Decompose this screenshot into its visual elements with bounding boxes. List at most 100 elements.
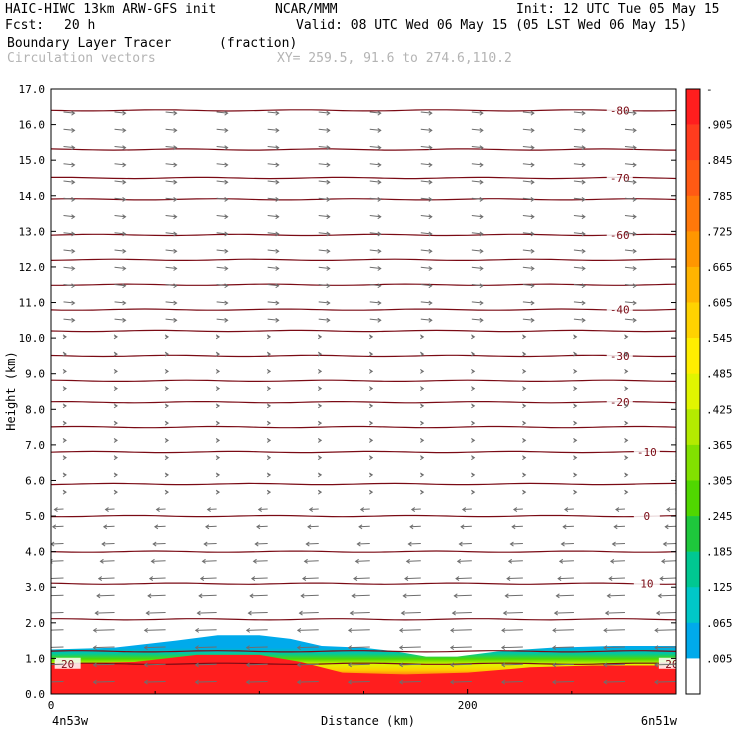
colorbar-swatch: [686, 551, 700, 588]
wind-vector-head: [164, 334, 169, 340]
wind-vector-head: [215, 334, 221, 340]
wind-vector-head: [449, 662, 455, 668]
wind-vector: [246, 629, 268, 631]
wind-vector: [420, 145, 432, 149]
wind-vector-head: [471, 386, 476, 392]
plot-frame: [50, 88, 677, 695]
init-time: Init: 12 UTC Tue 05 May 15: [516, 2, 720, 17]
wind-vector-head: [102, 524, 108, 530]
wind-vector-head: [196, 610, 201, 616]
wind-vector: [165, 215, 177, 218]
wind-vector-head: [377, 300, 382, 306]
wind-vector-head: [471, 455, 476, 461]
wind-vector: [216, 197, 228, 200]
wind-vector-head: [632, 145, 637, 151]
wind-vector-head: [530, 283, 535, 289]
wind-vector-head: [317, 472, 323, 478]
wind-vector: [573, 180, 585, 183]
wind-vector-head: [458, 541, 463, 547]
wind-vector: [369, 301, 381, 304]
wind-vector-head: [368, 489, 374, 495]
wind-vector: [666, 508, 676, 511]
wind-vector-head: [173, 127, 178, 133]
wind-vector-head: [377, 231, 382, 237]
wind-vector-head: [581, 300, 586, 306]
wind-vector: [301, 594, 319, 597]
wind-vector-head: [275, 231, 280, 237]
wind-vector: [624, 318, 637, 321]
wind-vector: [554, 612, 574, 614]
wind-vector: [522, 180, 534, 183]
colorbar-frame: [685, 88, 701, 695]
wind-vector: [267, 301, 279, 304]
wind-vector-head: [97, 576, 103, 581]
wind-vector: [309, 508, 319, 511]
wind-vector-head: [122, 127, 127, 133]
wind-vector-head: [471, 437, 476, 443]
isotherm-label: -20: [610, 396, 630, 409]
wind-vector: [144, 663, 166, 666]
wind-vector: [573, 301, 585, 304]
wind-vector-head: [173, 162, 178, 168]
wind-vector-head: [266, 386, 272, 392]
wind-vector-head: [347, 679, 353, 685]
wind-vector: [457, 560, 472, 562]
wind-vector: [410, 525, 421, 528]
wind-vector: [246, 663, 268, 666]
wind-vector: [399, 646, 421, 649]
wind-vector-head: [655, 610, 661, 616]
wind-vector-head: [428, 231, 433, 237]
wind-vector: [253, 560, 268, 562]
wind-vector-head: [266, 368, 272, 374]
wind-vector-head: [275, 214, 280, 220]
wind-vector: [406, 560, 421, 562]
wind-vector: [216, 128, 228, 131]
colorbar-swatch: [686, 160, 700, 197]
wind-vector-head: [347, 627, 353, 633]
wind-vector: [102, 542, 115, 545]
wind-vector: [63, 249, 75, 252]
wind-vector-head: [500, 679, 506, 685]
y-tick-label: 13.0: [19, 225, 46, 238]
wind-vector-head: [555, 593, 560, 599]
wind-vector-head: [632, 179, 637, 185]
wind-vector-head: [215, 386, 221, 392]
wind-vector-head: [581, 248, 586, 254]
wind-vector-head: [581, 317, 586, 323]
y-tick-label: 2.0: [25, 617, 45, 630]
wind-vector-head: [530, 197, 535, 202]
wind-vector: [51, 646, 64, 648]
wind-vector: [216, 111, 228, 114]
wind-vector: [573, 111, 585, 114]
wind-vector: [624, 180, 637, 183]
wind-vector: [114, 197, 126, 200]
wind-vector-head: [460, 524, 465, 530]
wind-vector-head: [326, 266, 331, 271]
wind-vector: [207, 508, 217, 511]
wind-vector: [297, 663, 319, 666]
wind-vector-head: [400, 610, 405, 616]
wind-vector: [267, 215, 279, 218]
wind-vector: [348, 646, 370, 649]
wind-vector-head: [266, 472, 272, 478]
wind-vector-head: [71, 300, 76, 306]
wind-vector-head: [428, 300, 433, 306]
wind-vector: [573, 163, 585, 166]
isotherm-label-bg: [606, 303, 633, 315]
wind-vector-head: [317, 403, 323, 409]
wind-vector-head: [224, 317, 229, 323]
wind-vector: [360, 508, 370, 511]
y-tick-label: 8.0: [25, 403, 45, 416]
wind-vector-head: [522, 351, 527, 357]
wind-vector: [675, 301, 676, 303]
wind-vector-head: [573, 420, 578, 426]
wind-vector: [165, 128, 177, 131]
forecast-label: Fcst:: [5, 18, 45, 33]
wind-vector-head: [479, 179, 484, 185]
wind-vector-head: [113, 403, 118, 409]
wind-vector-head: [113, 472, 118, 478]
wind-vector: [450, 663, 472, 666]
wind-vector-head: [368, 420, 374, 426]
wind-vector: [154, 525, 166, 528]
